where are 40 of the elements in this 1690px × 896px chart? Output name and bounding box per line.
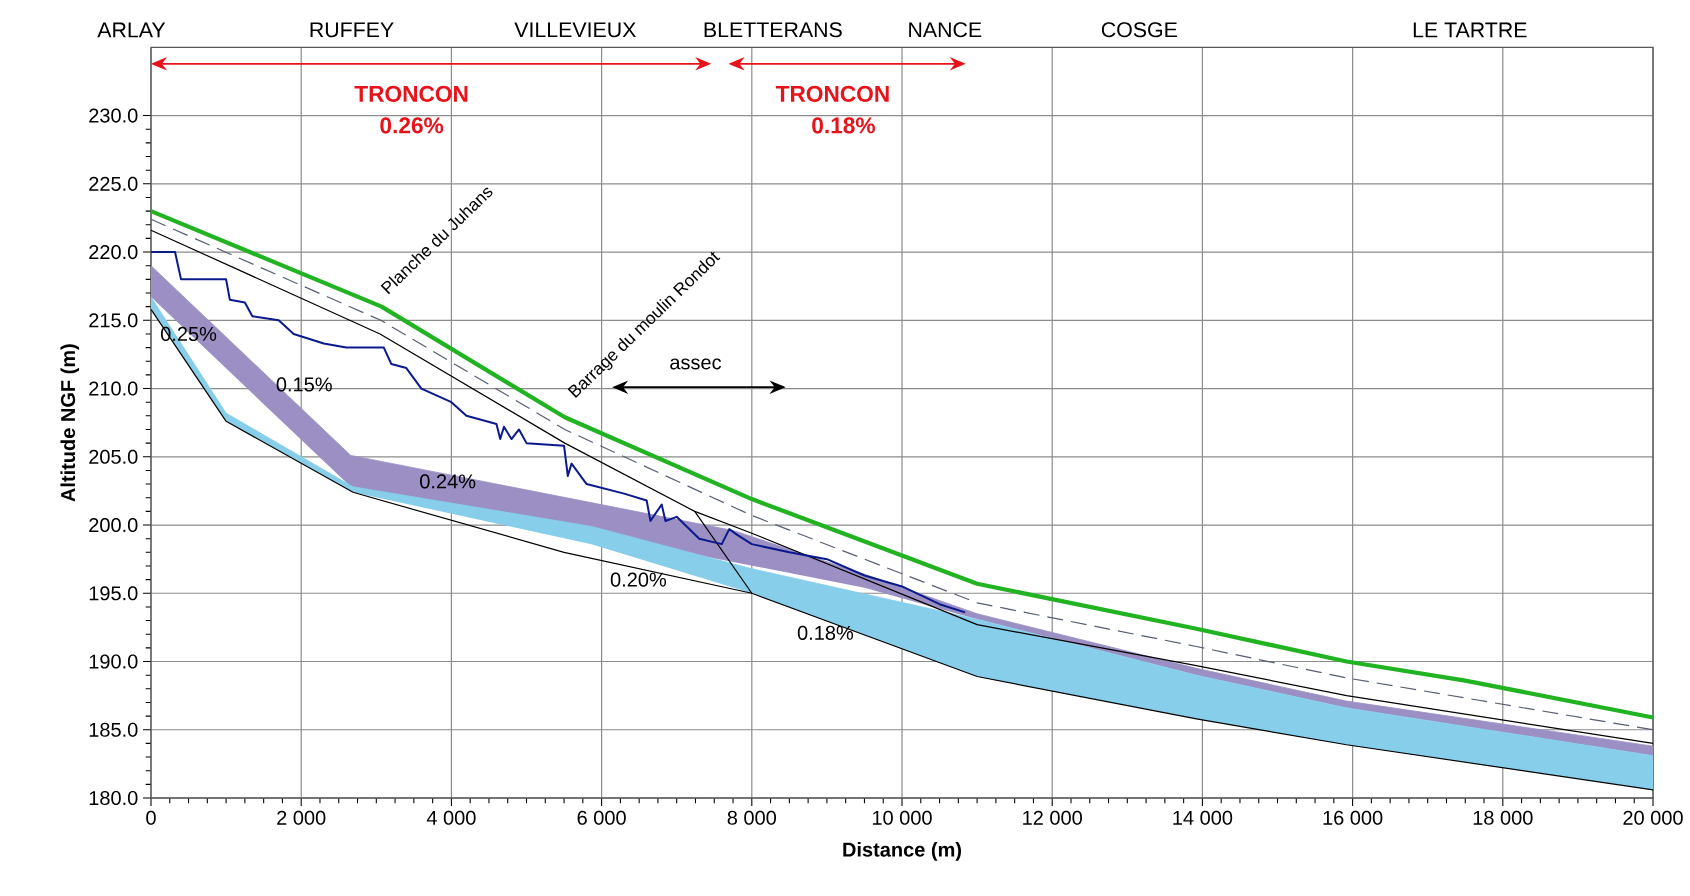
x-tick-label: 8 000 [727, 810, 777, 825]
y-tick-label: 180.0 [89, 790, 138, 806]
x-tick-label: 12 000 [1023, 810, 1082, 825]
text: BLETTERANS [704, 22, 842, 38]
text: COSGE [1101, 22, 1177, 38]
y-tick-label: 190.0 [89, 654, 138, 669]
annotation: 0.18% [812, 117, 875, 134]
annotation: assec [670, 358, 722, 370]
x-tick-label: 6 000 [577, 810, 626, 825]
x-tick-label: 18 000 [1473, 810, 1533, 825]
y-tick-label: 220.0 [89, 244, 138, 260]
annotation: 0.18% [797, 625, 854, 640]
y-tick-label: 225.0 [89, 176, 138, 191]
annotation: 0.26% [380, 117, 444, 134]
y-tick-label: 210.0 [89, 381, 138, 396]
annotation: TRONCON [775, 85, 889, 102]
text: VILLEVIEUX [514, 22, 636, 38]
x-tick-label: 16 000 [1323, 810, 1383, 825]
y-tick-label: 215.0 [89, 313, 138, 328]
annotation: 0.20% [610, 572, 667, 587]
x-tick-label: 4 000 [426, 810, 476, 825]
annotation: 0.15% [276, 377, 332, 392]
x-tick-label: 0 [146, 810, 156, 825]
x-tick-label: 10 000 [872, 810, 932, 825]
annotation: TRONCON [354, 85, 468, 102]
y-tick-label: 185.0 [89, 722, 138, 737]
x-tick-label: 2 000 [277, 810, 326, 825]
x-tick-label: 14 000 [1173, 810, 1233, 825]
text: LE TARTRE [1413, 22, 1527, 38]
text: RUFFEY [310, 22, 394, 38]
annotation: 0.24% [420, 474, 476, 489]
y-axis-title: Altitude NGF (m) [60, 344, 80, 502]
x-tick-label: 20 000 [1623, 810, 1683, 825]
x-axis-title: Distance (m) [843, 842, 961, 861]
y-tick-label: 230.0 [89, 108, 138, 123]
text: ARLAY [97, 22, 166, 38]
y-tick-label: 200.0 [89, 517, 138, 533]
y-tick-label: 205.0 [89, 449, 138, 464]
text: NANCE [909, 22, 982, 38]
y-tick-label: 195.0 [89, 586, 138, 601]
